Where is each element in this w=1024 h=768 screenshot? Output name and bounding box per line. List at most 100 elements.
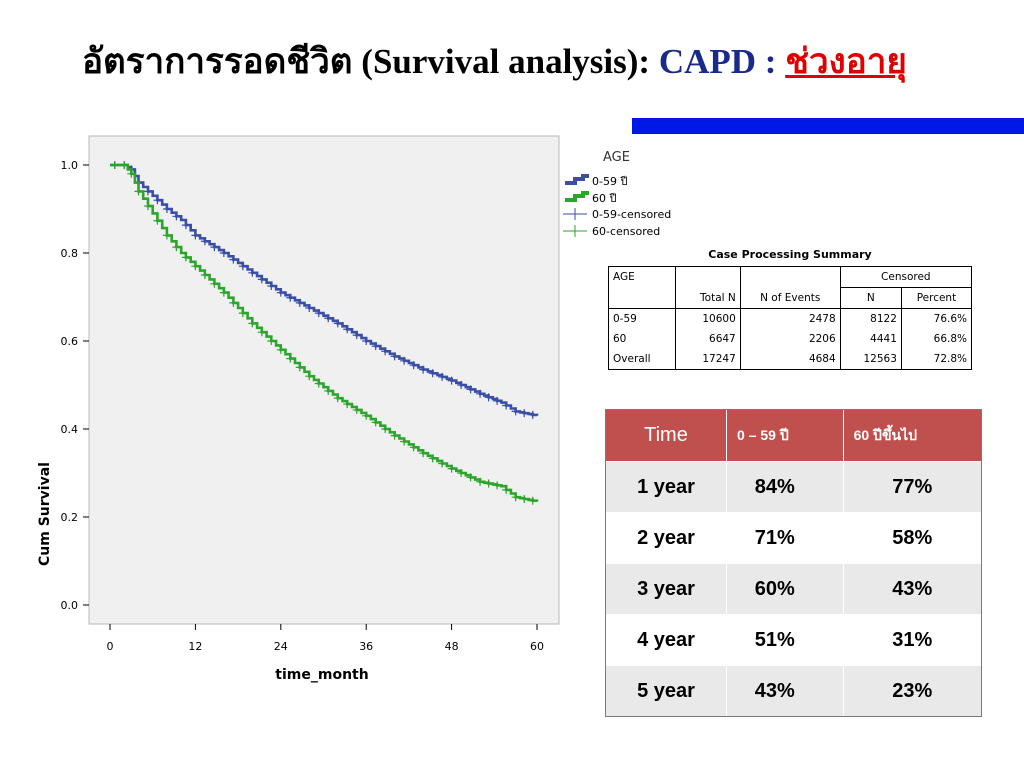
censor-mark <box>229 298 238 307</box>
censor-mark <box>110 161 119 169</box>
censor-mark <box>248 319 257 328</box>
x-tick-label: 48 <box>445 640 459 653</box>
censor-mark <box>466 473 475 482</box>
y-tick-label: 0.2 <box>61 511 79 524</box>
case-summary-censored-header: Censored <box>839 266 973 288</box>
table-row: 5 year 43% 23% <box>605 665 983 717</box>
censor-mark <box>502 485 511 494</box>
censor-mark <box>267 282 276 290</box>
accent-bar <box>632 118 1024 134</box>
legend-swatch-0-59 <box>565 174 589 185</box>
y-tick-label: 0.4 <box>61 423 79 436</box>
x-axis-label: time_month <box>275 667 368 683</box>
surv-time-header: Time <box>605 409 727 462</box>
censor-mark <box>438 459 447 468</box>
censor-mark <box>502 401 511 410</box>
legend-swatch-60 <box>565 191 589 202</box>
censor-mark <box>447 376 456 385</box>
plot-area <box>88 135 560 625</box>
censor-mark <box>390 431 399 440</box>
legend-label-60: 60 ปี <box>592 192 616 205</box>
censor-mark <box>400 356 409 365</box>
censor-marks-1 <box>110 161 537 505</box>
x-tick-label: 60 <box>530 640 544 653</box>
censor-mark <box>343 325 352 334</box>
legend-label-0-59-censored: 0-59-censored <box>592 208 671 221</box>
censor-mark <box>409 361 418 370</box>
censor-mark <box>143 187 152 196</box>
title-capd: CAPD : <box>658 42 786 81</box>
censor-mark <box>210 243 219 252</box>
censor-mark <box>371 342 380 351</box>
x-axis: 0 12 24 36 48 60 <box>107 624 544 653</box>
censor-mark <box>162 205 171 213</box>
x-tick-label: 36 <box>359 640 373 653</box>
table-row: 60 6647 2206 4441 66.8% <box>607 329 973 349</box>
censor-mark <box>276 288 285 297</box>
censor-mark <box>191 231 200 240</box>
legend-item-0-59: 0-59 ปี <box>565 174 627 188</box>
censor-mark <box>295 363 304 372</box>
title-main: อัตราการรอดชีวิต (Survival analysis): <box>82 42 659 81</box>
censor-mark <box>476 389 485 398</box>
surv-group1-header: 0 – 59 ปี <box>726 409 844 462</box>
censor-mark <box>528 410 537 419</box>
censor-mark <box>520 494 529 503</box>
censor-mark <box>181 221 190 230</box>
censor-mark <box>305 304 314 312</box>
y-axis: 0.0 0.2 0.4 0.6 0.8 1.0 <box>61 159 89 612</box>
surv-group2-header: 60 ปีขึ้นไป <box>842 409 983 462</box>
x-tick-label: 24 <box>274 640 288 653</box>
y-tick-label: 1.0 <box>61 159 79 172</box>
censor-mark <box>314 379 323 388</box>
case-summary-n-header: N <box>839 287 902 309</box>
legend-title: AGE <box>603 150 630 165</box>
censor-mark <box>210 279 219 288</box>
case-summary-events-header: N of Events <box>739 287 841 309</box>
case-summary-total-header: Total N <box>675 287 741 309</box>
legend-label-0-59: 0-59 ปี <box>592 175 627 188</box>
censor-mark <box>493 396 502 405</box>
censor-mark <box>362 411 371 420</box>
table-row: 3 year 60% 43% <box>605 563 983 615</box>
censor-mark <box>181 253 190 262</box>
censor-mark <box>511 493 520 502</box>
censor-mark <box>248 268 257 277</box>
y-axis-label: Cum Survival <box>37 462 53 566</box>
y-tick-label: 0.6 <box>61 335 79 348</box>
censor-mark <box>352 405 361 414</box>
censor-mark <box>305 372 314 381</box>
legend-label-60-censored: 60-censored <box>592 225 660 238</box>
censor-mark <box>219 288 228 297</box>
legend-censor-marker-60 <box>563 225 587 237</box>
censor-mark <box>381 425 390 433</box>
censor-mark <box>257 275 266 284</box>
censor-mark <box>333 319 342 328</box>
title-age-group: ช่วงอายุ <box>785 42 907 81</box>
x-tick-label: 12 <box>188 640 202 653</box>
censor-mark <box>238 262 247 271</box>
censor-mark <box>324 386 333 395</box>
censor-mark <box>172 212 181 221</box>
censor-mark <box>419 449 428 458</box>
censor-mark <box>484 479 493 488</box>
legend-censor-marker-0-59 <box>563 208 587 220</box>
case-summary-percent-header: Percent <box>900 287 973 309</box>
censor-mark <box>153 216 162 225</box>
survival-rate-table: Time 0 – 59 ปี 60 ปีขึ้นไป 1 year 84% 77… <box>605 409 983 717</box>
censor-mark <box>390 352 399 361</box>
censor-mark <box>257 328 266 337</box>
censor-mark <box>143 202 152 211</box>
censor-mark <box>153 196 162 205</box>
legend-item-0-59-censored: 0-59-censored <box>563 208 671 221</box>
censor-mark <box>428 369 437 378</box>
table-row: 4 year 51% 31% <box>605 614 983 666</box>
censor-mark <box>352 331 361 340</box>
series-layer <box>110 161 539 505</box>
censor-mark <box>200 237 209 246</box>
censor-mark <box>314 309 323 318</box>
censor-mark <box>447 464 456 473</box>
censor-mark <box>295 298 304 307</box>
censor-mark <box>286 354 295 363</box>
censor-mark <box>276 345 285 354</box>
